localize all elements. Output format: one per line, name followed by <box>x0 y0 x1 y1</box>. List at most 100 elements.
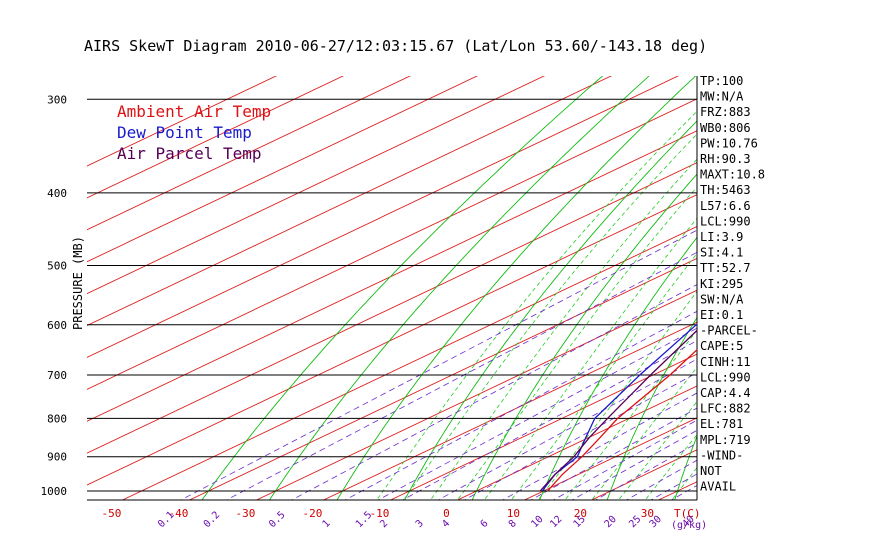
moist-adiabat-line <box>644 434 697 500</box>
moist-adiabat-line <box>430 158 697 500</box>
chart-title: AIRS SkewT Diagram 2010-06-27/12:03:15.6… <box>84 37 707 55</box>
bottom-temperature-tick: -40 <box>168 507 188 520</box>
pressure-tick-labels: 1002003004005006007008009001000 <box>41 93 68 498</box>
mixing-ratio-label: 20 <box>603 514 619 530</box>
bottom-temperature-tick: 30 <box>641 507 654 520</box>
mixing-ratio-line <box>377 327 697 500</box>
stat-item: L57:6.6 <box>700 199 751 213</box>
mixing-ratio-line <box>463 372 697 500</box>
stat-item: FRZ:883 <box>700 105 751 119</box>
isotherm-line <box>87 76 345 199</box>
stat-item: NOT <box>700 464 722 478</box>
moist-adiabat-line <box>510 252 697 500</box>
isotherm-line <box>87 130 697 422</box>
mixing-ratio-label: 0.2 <box>202 510 223 531</box>
stat-item: CAP:4.4 <box>700 386 751 400</box>
pressure-tick-label: 600 <box>47 319 67 332</box>
isotherm-line <box>389 353 697 500</box>
y-axis-label: PRESSURE (MB) <box>71 236 85 330</box>
mixing-ratio-line <box>670 484 697 500</box>
stat-item: WB0:806 <box>700 121 751 135</box>
stat-item: RH:90.3 <box>700 152 751 166</box>
plot-area <box>87 0 870 510</box>
isotherm-line <box>188 257 697 500</box>
moist-adiabat-line <box>376 110 697 500</box>
mixing-ratio-label: 6 <box>479 518 491 530</box>
legend-entry: Dew Point Temp <box>117 123 252 142</box>
isotherm-line <box>87 76 546 295</box>
bottom-temperature-tick: 10 <box>507 507 520 520</box>
stat-item: EI:0.1 <box>700 308 743 322</box>
pressure-tick-label: 800 <box>47 412 67 425</box>
dewpoint-line <box>541 323 697 492</box>
pressure-tick-label: 700 <box>47 369 67 382</box>
dry-adiabat-line <box>808 0 870 510</box>
stat-item: LCL:990 <box>700 214 751 228</box>
mixing-ratio-line <box>225 251 697 500</box>
bottom-temperature-tick: -50 <box>101 507 121 520</box>
bottom-temperature-tick: -30 <box>235 507 255 520</box>
dry-adiabat-line <box>201 76 604 500</box>
stat-item: MW:N/A <box>700 90 744 104</box>
pressure-tick-label: 1000 <box>41 485 68 498</box>
stat-item: EL:781 <box>700 417 743 431</box>
legend: Ambient Air Temp Dew Point Temp Air Parcel… <box>117 102 271 163</box>
stat-item: TH:5463 <box>700 183 751 197</box>
mixing-ratio-label: 10 <box>529 514 545 530</box>
isotherm-line <box>255 289 697 500</box>
isotherm-line <box>87 98 697 390</box>
stat-item: AVAIL <box>700 480 736 494</box>
mixing-ratio-label: 12 <box>548 514 564 530</box>
mixing-ratio-line <box>401 340 697 500</box>
stat-item: MAXT:10.8 <box>700 168 765 182</box>
dry-adiabat-line <box>268 76 650 500</box>
pressure-tick-label: 900 <box>47 451 67 464</box>
mixing-ratio-line <box>290 284 697 500</box>
mixing-ratio-line <box>179 229 697 500</box>
isotherm-line <box>87 162 697 454</box>
sounding-series <box>539 323 697 492</box>
moist-adiabat-line <box>456 186 697 500</box>
mixing-ratio-label: 3 <box>414 518 426 530</box>
ambient-temp-line <box>547 348 697 492</box>
bottom-temperature-tick: 20 <box>574 507 587 520</box>
stat-item: LCL:990 <box>700 370 751 384</box>
stat-item: -PARCEL- <box>700 324 758 338</box>
stat-item: -WIND- <box>700 448 743 462</box>
legend-entry: Ambient Air Temp <box>117 102 271 121</box>
mixing-ratio-unit: (g/kg) <box>671 520 707 531</box>
parcel-temp-line <box>539 329 697 492</box>
mixing-ratio-line <box>344 310 697 500</box>
isotherm-line <box>322 321 697 500</box>
pressure-tick-label: 500 <box>47 259 67 272</box>
dry-adiabat-line <box>740 0 870 510</box>
isobar-lines <box>87 76 698 501</box>
stat-item: TT:52.7 <box>700 261 751 275</box>
mixing-ratio-label: 1 <box>321 518 333 530</box>
stat-item: PW:10.76 <box>700 136 758 150</box>
stat-item: SI:4.1 <box>700 246 743 260</box>
stat-item: KI:295 <box>700 277 743 291</box>
stat-item: TP:100 <box>700 74 743 88</box>
stat-item: LFC:882 <box>700 402 751 416</box>
moist-adiabat-line <box>591 366 697 500</box>
stat-item: MPL:719 <box>700 433 751 447</box>
moist-adiabat-line <box>403 133 697 500</box>
mixing-ratio-line <box>501 392 697 500</box>
bottom-temperature-tick-labels: -50 -40 -30 -20 -10 0 10 20 30 T(C) <box>101 507 700 520</box>
mixing-ratio-line <box>650 473 697 500</box>
moist-adiabat-line <box>564 329 697 500</box>
stat-item: CINH:11 <box>700 355 751 369</box>
isotherm-line <box>87 76 412 231</box>
stat-item: LI:3.9 <box>700 230 743 244</box>
isotherm-line <box>523 417 697 500</box>
bottom-temperature-unit: T(C) <box>674 507 701 520</box>
mixing-ratio-label: 4 <box>440 518 452 530</box>
bottom-temperature-tick: -20 <box>302 507 322 520</box>
isotherm-line <box>87 76 613 327</box>
moist-adiabat-line <box>618 401 697 500</box>
isotherm-line <box>87 194 697 486</box>
isotherm-line <box>87 76 479 263</box>
